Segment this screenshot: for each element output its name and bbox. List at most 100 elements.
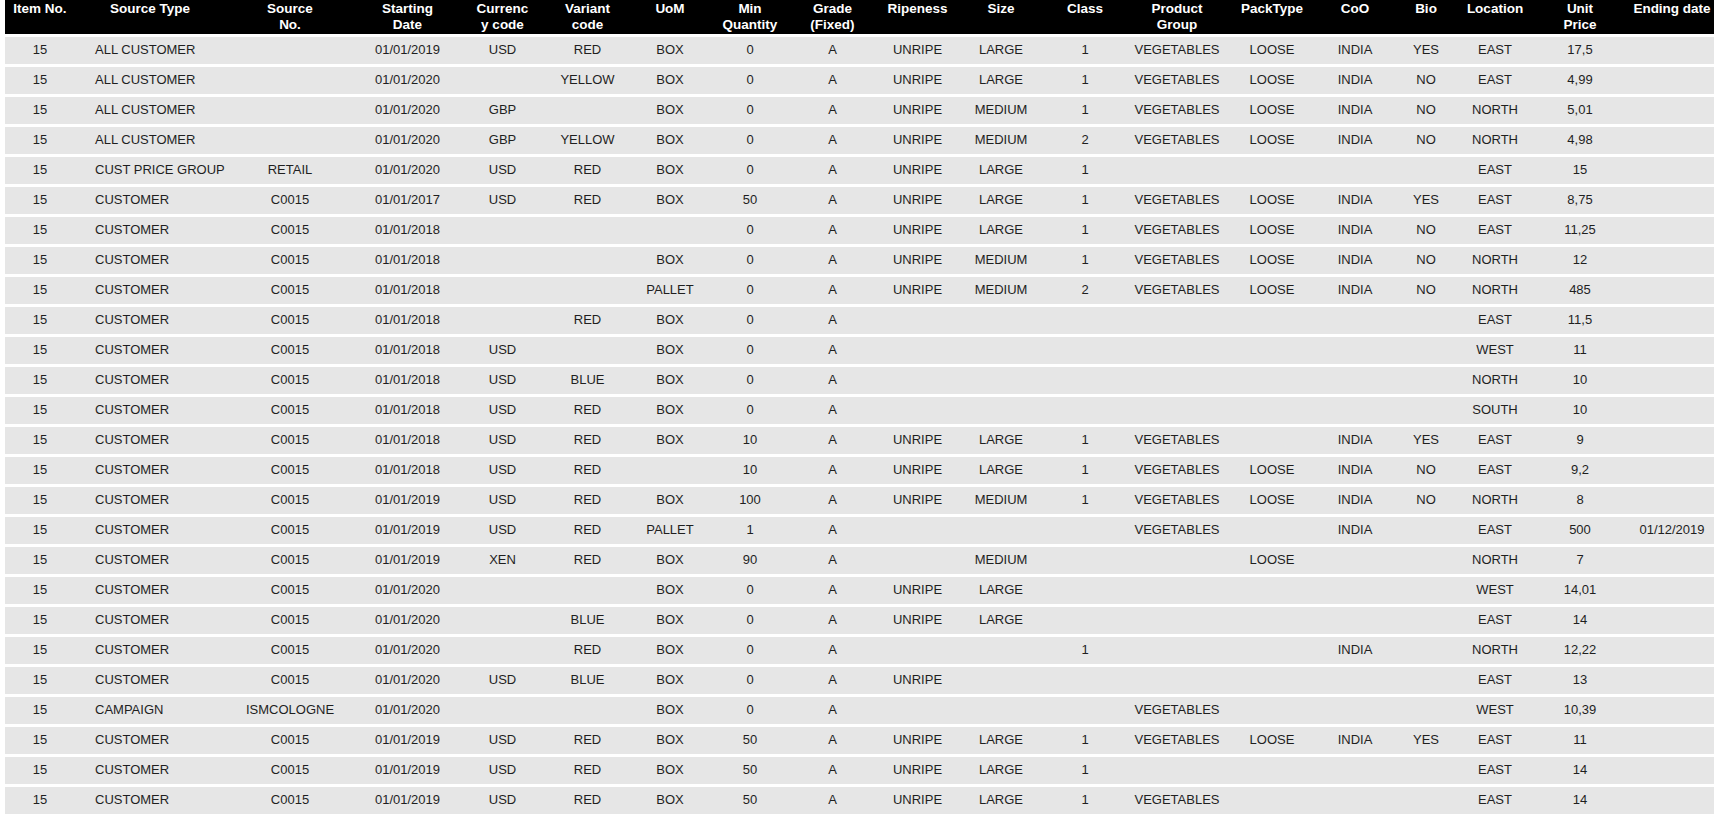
cell-min-quantity[interactable]: 0 [710, 395, 790, 425]
cell-packtype[interactable] [1226, 335, 1318, 365]
cell-source-type[interactable]: CAMPAIGN [75, 695, 225, 725]
cell-uom[interactable]: BOX [630, 695, 710, 725]
cell-uom[interactable]: BOX [630, 725, 710, 755]
cell-source-no[interactable]: C0015 [225, 485, 355, 515]
cell-class[interactable]: 1 [1042, 215, 1128, 245]
cell-variant-code[interactable] [545, 695, 630, 725]
cell-unit-price[interactable]: 485 [1530, 275, 1630, 305]
cell-currency-code[interactable]: USD [460, 365, 545, 395]
cell-variant-code[interactable]: RED [545, 755, 630, 785]
cell-class[interactable] [1042, 335, 1128, 365]
cell-packtype[interactable] [1226, 785, 1318, 815]
cell-product-group[interactable]: VEGETABLES [1128, 95, 1226, 125]
cell-source-no[interactable]: C0015 [225, 785, 355, 815]
cell-source-type[interactable]: ALL CUSTOMER [75, 125, 225, 155]
cell-coo[interactable] [1318, 605, 1392, 635]
cell-item-no[interactable]: 15 [5, 245, 75, 275]
cell-unit-price[interactable]: 4,99 [1530, 65, 1630, 95]
cell-starting-date[interactable]: 01/01/2020 [355, 635, 460, 665]
cell-variant-code[interactable]: RED [545, 395, 630, 425]
cell-source-type[interactable]: CUST PRICE GROUP [75, 155, 225, 185]
cell-variant-code[interactable]: RED [545, 455, 630, 485]
cell-grade-fixed[interactable]: A [790, 785, 875, 815]
cell-item-no[interactable]: 15 [5, 665, 75, 695]
cell-currency-code[interactable]: USD [460, 395, 545, 425]
cell-class[interactable]: 1 [1042, 485, 1128, 515]
cell-product-group[interactable]: VEGETABLES [1128, 725, 1226, 755]
cell-item-no[interactable]: 15 [5, 515, 75, 545]
cell-source-type[interactable]: CUSTOMER [75, 755, 225, 785]
cell-min-quantity[interactable]: 0 [710, 35, 790, 65]
cell-source-no[interactable]: C0015 [225, 395, 355, 425]
cell-unit-price[interactable]: 4,98 [1530, 125, 1630, 155]
cell-size[interactable]: MEDIUM [960, 275, 1042, 305]
cell-grade-fixed[interactable]: A [790, 65, 875, 95]
cell-source-no[interactable]: C0015 [225, 365, 355, 395]
cell-bio[interactable] [1392, 335, 1460, 365]
cell-source-no[interactable] [225, 65, 355, 95]
cell-uom[interactable]: BOX [630, 755, 710, 785]
cell-bio[interactable] [1392, 545, 1460, 575]
cell-location[interactable]: NORTH [1460, 365, 1530, 395]
cell-product-group[interactable]: VEGETABLES [1128, 515, 1226, 545]
cell-source-type[interactable]: CUSTOMER [75, 245, 225, 275]
cell-source-no[interactable]: C0015 [225, 665, 355, 695]
cell-source-no[interactable]: C0015 [225, 755, 355, 785]
cell-min-quantity[interactable]: 0 [710, 275, 790, 305]
cell-grade-fixed[interactable]: A [790, 515, 875, 545]
cell-grade-fixed[interactable]: A [790, 725, 875, 755]
cell-location[interactable]: NORTH [1460, 485, 1530, 515]
cell-coo[interactable] [1318, 665, 1392, 695]
cell-unit-price[interactable]: 11,25 [1530, 215, 1630, 245]
cell-size[interactable]: MEDIUM [960, 95, 1042, 125]
cell-bio[interactable] [1392, 785, 1460, 815]
cell-uom[interactable] [630, 455, 710, 485]
cell-packtype[interactable]: LOOSE [1226, 485, 1318, 515]
cell-ending-date[interactable] [1630, 215, 1714, 245]
cell-packtype[interactable] [1226, 665, 1318, 695]
cell-source-type[interactable]: CUSTOMER [75, 545, 225, 575]
cell-starting-date[interactable]: 01/01/2019 [355, 35, 460, 65]
cell-size[interactable]: LARGE [960, 785, 1042, 815]
cell-coo[interactable]: INDIA [1318, 215, 1392, 245]
cell-unit-price[interactable]: 500 [1530, 515, 1630, 545]
cell-coo[interactable]: INDIA [1318, 635, 1392, 665]
cell-coo[interactable] [1318, 695, 1392, 725]
cell-starting-date[interactable]: 01/01/2019 [355, 755, 460, 785]
cell-location[interactable]: WEST [1460, 335, 1530, 365]
cell-source-no[interactable] [225, 95, 355, 125]
cell-source-type[interactable]: CUSTOMER [75, 305, 225, 335]
cell-source-no[interactable]: C0015 [225, 455, 355, 485]
cell-product-group[interactable]: VEGETABLES [1128, 785, 1226, 815]
cell-coo[interactable]: INDIA [1318, 245, 1392, 275]
cell-source-no[interactable]: C0015 [225, 425, 355, 455]
cell-source-type[interactable]: CUSTOMER [75, 455, 225, 485]
cell-grade-fixed[interactable]: A [790, 215, 875, 245]
cell-size[interactable] [960, 695, 1042, 725]
cell-variant-code[interactable]: RED [545, 725, 630, 755]
cell-location[interactable]: EAST [1460, 785, 1530, 815]
cell-currency-code[interactable] [460, 215, 545, 245]
cell-item-no[interactable]: 15 [5, 605, 75, 635]
cell-item-no[interactable]: 15 [5, 785, 75, 815]
cell-ripeness[interactable]: UNRIPE [875, 755, 960, 785]
cell-ending-date[interactable] [1630, 305, 1714, 335]
cell-coo[interactable] [1318, 305, 1392, 335]
cell-product-group[interactable] [1128, 635, 1226, 665]
cell-bio[interactable]: YES [1392, 725, 1460, 755]
cell-min-quantity[interactable]: 0 [710, 245, 790, 275]
cell-currency-code[interactable] [460, 275, 545, 305]
cell-ripeness[interactable]: UNRIPE [875, 665, 960, 695]
cell-bio[interactable]: NO [1392, 245, 1460, 275]
cell-variant-code[interactable] [545, 335, 630, 365]
cell-ending-date[interactable] [1630, 155, 1714, 185]
cell-class[interactable] [1042, 395, 1128, 425]
cell-min-quantity[interactable]: 10 [710, 425, 790, 455]
cell-starting-date[interactable]: 01/01/2019 [355, 785, 460, 815]
cell-packtype[interactable]: LOOSE [1226, 215, 1318, 245]
cell-bio[interactable] [1392, 395, 1460, 425]
cell-location[interactable]: EAST [1460, 215, 1530, 245]
cell-packtype[interactable] [1226, 635, 1318, 665]
cell-ripeness[interactable]: UNRIPE [875, 245, 960, 275]
cell-grade-fixed[interactable]: A [790, 455, 875, 485]
